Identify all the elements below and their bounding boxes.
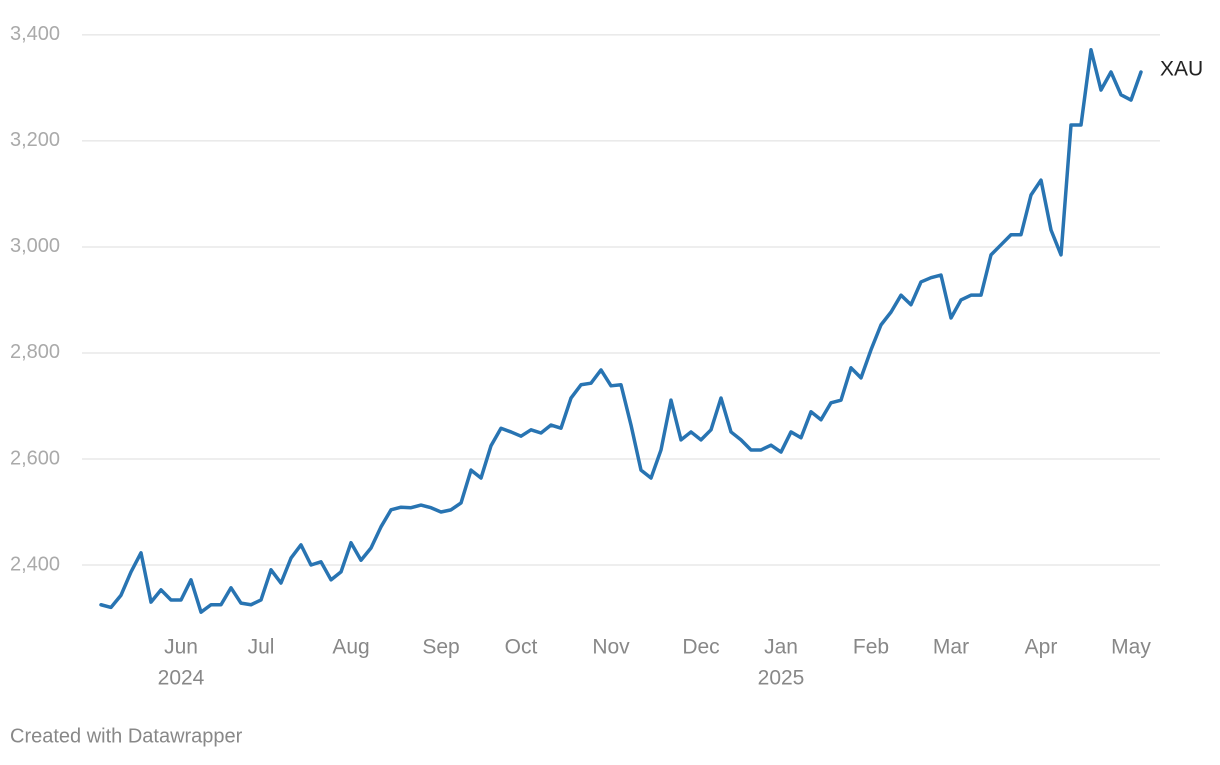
footer: Created with Datawrapper [10, 725, 243, 747]
line [99, 47, 1143, 614]
x-year-label: 2024 [158, 667, 205, 690]
x-tick-label: Jan [764, 636, 798, 659]
x-tick-label: Apr [1025, 636, 1058, 659]
x-tick-label: Nov [592, 636, 630, 659]
y-tick-label: 2,400 [10, 553, 60, 575]
series-label: XAU [1160, 58, 1203, 81]
x-tick-label: Sep [422, 636, 459, 659]
y-tick-label: 2,600 [10, 447, 60, 469]
x-tick-label: Aug [332, 636, 369, 659]
x-tick-label: Jun [164, 636, 198, 659]
x-tick-label: Jul [248, 636, 275, 659]
y-tick-label: 3,400 [10, 23, 60, 45]
x-year-label: 2025 [758, 667, 805, 690]
y-tick-label: 2,800 [10, 341, 60, 363]
x-tick-label: Dec [682, 636, 719, 659]
x-tick-label: May [1111, 636, 1151, 659]
x-tick-label: Feb [853, 636, 889, 659]
y-tick-label: 3,000 [10, 235, 60, 257]
x-tick-label: Oct [505, 636, 538, 659]
x-tick-label: Mar [933, 636, 969, 659]
y-tick-label: 3,200 [10, 129, 60, 151]
